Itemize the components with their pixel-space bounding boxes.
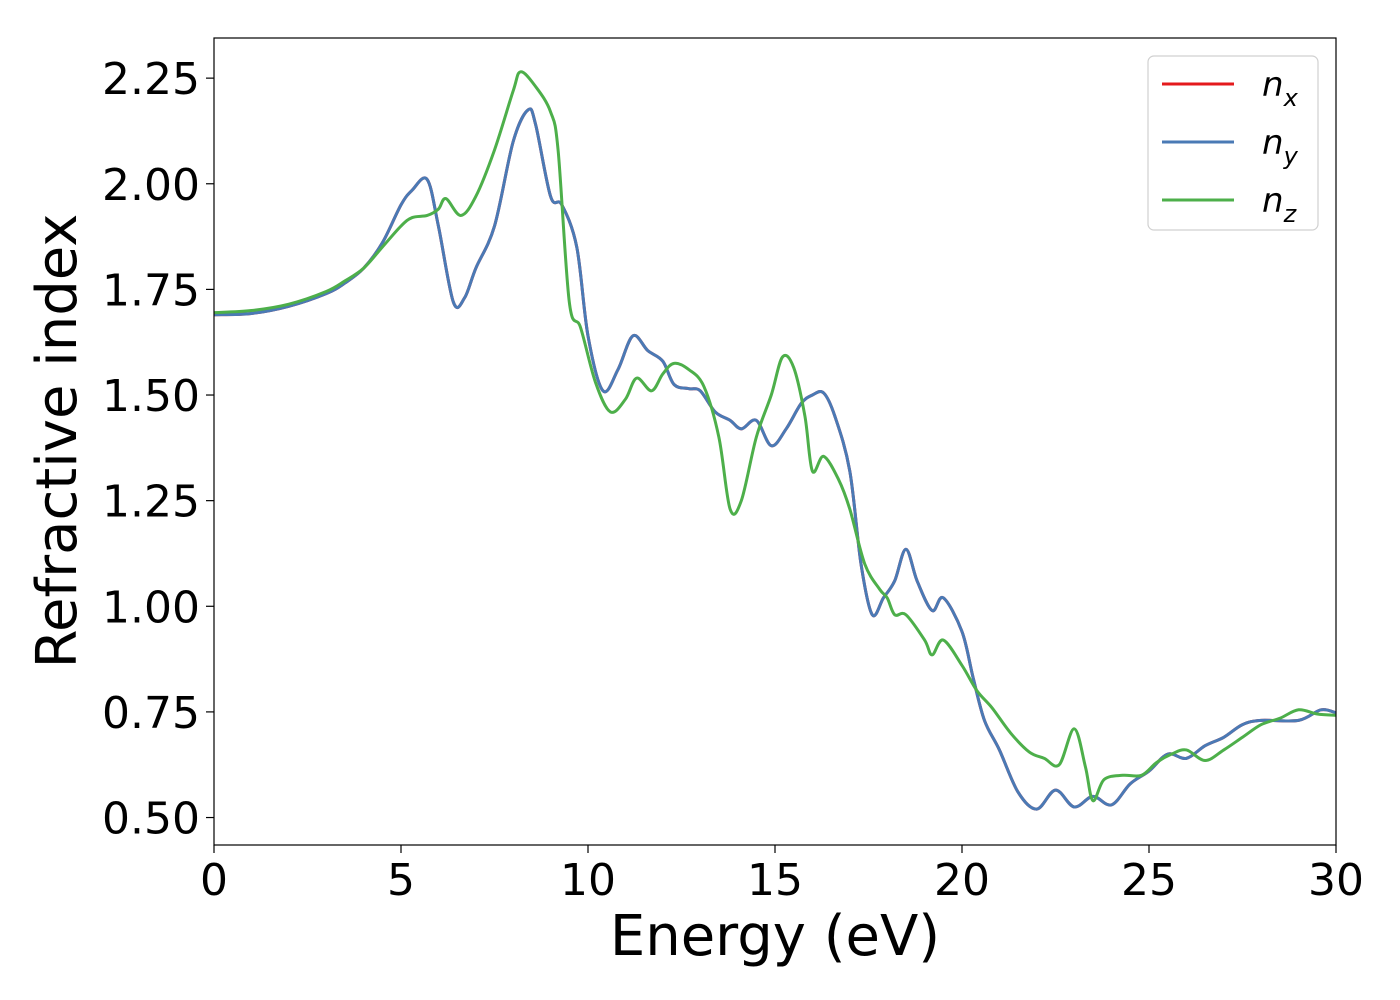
y-axis-ticks: 0.50 0.75 1.00 1.25 1.50 1.75 2.00 2.25 [102,54,214,845]
x-tick-label: 30 [1308,855,1364,906]
y-tick-label: 1.00 [102,582,200,633]
x-tick-label: 0 [200,855,228,906]
y-tick-label: 2.00 [102,160,200,211]
x-tick-label: 5 [387,855,415,906]
y-tick-label: 0.50 [102,794,200,845]
y-tick-label: 1.25 [102,477,200,528]
x-tick-label: 20 [934,855,990,906]
legend-label-z: nz [1262,181,1298,228]
x-axis-title: Energy (eV) [610,904,940,969]
y-tick-label: 2.25 [102,54,200,105]
y-tick-label: 1.75 [102,265,200,316]
x-tick-label: 25 [1121,855,1177,906]
series-line-n-z [214,70,1336,803]
legend-label-x: nx [1262,65,1299,112]
x-tick-label: 10 [560,855,616,906]
x-tick-label: 15 [747,855,803,906]
x-axis-ticks: 0 5 10 15 20 25 30 [200,845,1364,906]
series-group [214,70,1336,811]
series-line-n-y [214,107,1336,811]
y-tick-label: 0.75 [102,688,200,739]
legend-label-y: ny [1262,123,1299,170]
y-tick-label: 1.50 [102,371,200,422]
y-axis-title: Refractive index [25,214,90,669]
legend: nx ny nz [1147,55,1319,231]
